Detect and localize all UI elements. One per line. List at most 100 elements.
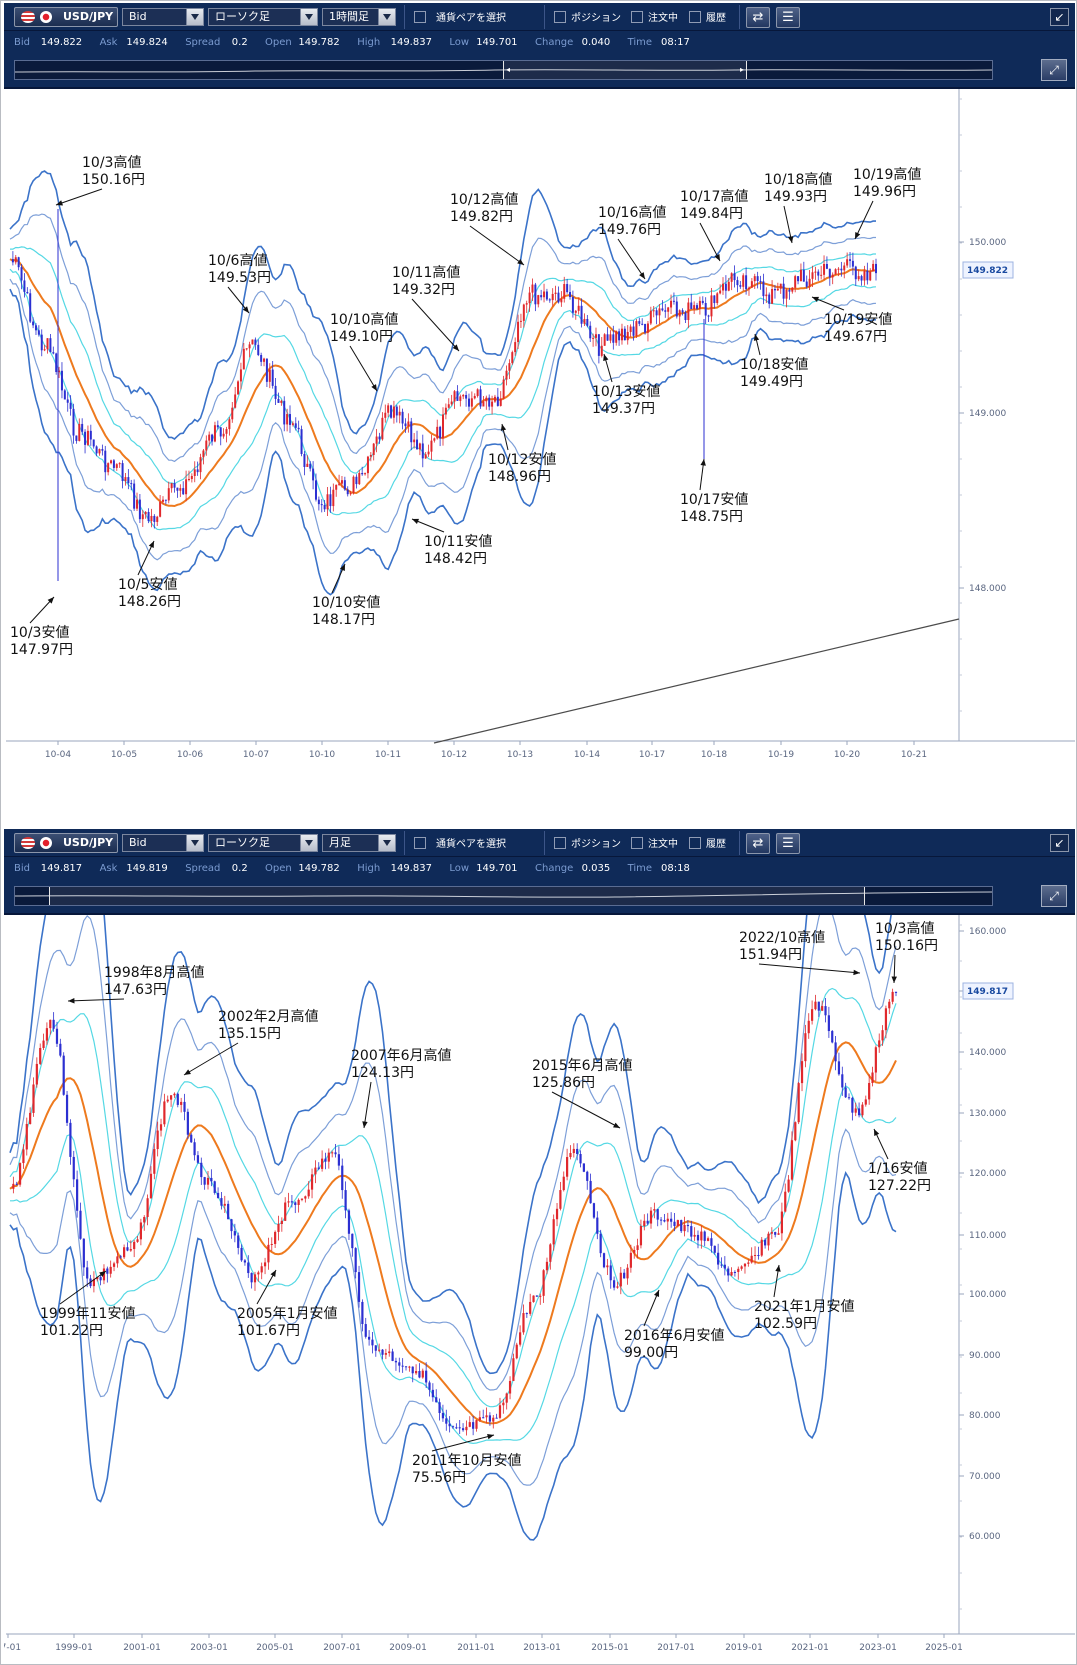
- chart-panel-monthly: USD/JPY Bid ローソク足 月足 通貨ペアを選択 ポジション 注文中 履…: [4, 829, 1075, 1664]
- candle-body: [700, 1231, 703, 1241]
- info-value-low: 149.701: [476, 37, 518, 48]
- chevron-down-icon: [300, 835, 317, 851]
- candle-body: [253, 1274, 257, 1283]
- candle-body: [811, 272, 814, 279]
- candle-body: [485, 397, 488, 402]
- candle-body: [615, 331, 618, 343]
- annotation-arrow-line: [617, 238, 646, 280]
- candle-body: [183, 1101, 186, 1112]
- candle-body: [280, 1220, 283, 1225]
- position-checkbox[interactable]: [554, 837, 566, 849]
- period-select[interactable]: 月足: [322, 834, 396, 852]
- range-slider[interactable]: ◂ ▸: [14, 60, 993, 80]
- chart-area[interactable]: 150.000 149.000 148.000 10-04 10-05 10-06 10-0…: [4, 89, 1075, 773]
- annotation-arrowhead: [362, 1121, 368, 1128]
- range-selection-handle[interactable]: ◂ ▸: [503, 61, 747, 79]
- candle-body: [92, 1279, 96, 1287]
- candle-body: [102, 1268, 106, 1281]
- history-checkbox[interactable]: [689, 837, 701, 849]
- candle-body: [280, 400, 283, 403]
- annotation-arrow-line: [699, 222, 721, 262]
- candle-body: [159, 1124, 163, 1131]
- chart-area[interactable]: 160.000150.000140.000130.000120.000110.0…: [4, 915, 1075, 1664]
- candle-body: [84, 431, 87, 445]
- candle-body: [335, 484, 338, 490]
- x-tick-label: 2015-01: [591, 1643, 629, 1653]
- zoom-toggle-button[interactable]: ⤢: [1041, 885, 1067, 907]
- annotation-value: 101.22円: [40, 1323, 103, 1339]
- candle-body: [491, 401, 494, 407]
- range-slider[interactable]: [14, 886, 993, 906]
- candle-body: [163, 1101, 166, 1125]
- select-pair-label: 通貨ペアを選択: [436, 13, 506, 24]
- candle-body: [545, 291, 548, 300]
- candle-body: [408, 1366, 411, 1368]
- annotation-value: 148.96円: [488, 469, 551, 485]
- candle-body: [180, 1101, 183, 1105]
- candle-body: [58, 370, 61, 373]
- zoom-toggle-button[interactable]: ⤢: [1041, 59, 1067, 81]
- candle-body: [713, 295, 716, 304]
- settings-list-button[interactable]: ☰: [776, 833, 800, 854]
- candle-body: [592, 337, 595, 339]
- candle-body: [222, 433, 225, 437]
- list-icon: ☰: [782, 10, 794, 25]
- range-mini-line: [15, 69, 992, 73]
- annotation-arrowhead: [452, 344, 459, 351]
- price-type-value: Bid: [129, 10, 147, 23]
- candle-body: [265, 358, 268, 382]
- annotation-value: 75.56円: [412, 1470, 466, 1486]
- select-pair-checkbox[interactable]: [414, 11, 426, 23]
- chart-type-select[interactable]: ローソク足: [208, 834, 318, 852]
- candle-body: [619, 1272, 622, 1287]
- period-select[interactable]: 1時間足: [322, 8, 396, 26]
- candle-body: [646, 1220, 649, 1224]
- candle-body: [144, 511, 147, 515]
- settings-list-button[interactable]: ☰: [776, 7, 800, 28]
- currency-pair-button[interactable]: USD/JPY: [14, 833, 118, 853]
- monthly-chart-svg[interactable]: 160.000150.000140.000130.000120.000110.0…: [4, 915, 1075, 1664]
- swap-chart-button[interactable]: ⇄: [746, 833, 770, 854]
- plot-group: 150.000 149.000 148.000 10-04 10-05 10-06 10-0…: [6, 89, 1075, 760]
- price-type-select[interactable]: Bid: [122, 8, 204, 26]
- candle-body: [190, 1134, 193, 1143]
- candle-body: [391, 1351, 394, 1361]
- candle-body: [263, 1262, 267, 1267]
- toolbar: USD/JPY Bid ローソク足 月足 通貨ペアを選択 ポジション 注文中 履…: [4, 829, 1075, 857]
- candle-body: [545, 1261, 549, 1271]
- candle-body: [300, 429, 303, 454]
- y-tick-label: 140.000: [969, 1048, 1006, 1058]
- candle-body: [52, 352, 55, 354]
- hourly-chart-svg[interactable]: 150.000 149.000 148.000 10-04 10-05 10-06 10-0…: [4, 89, 1075, 773]
- chart-type-select[interactable]: ローソク足: [208, 8, 318, 26]
- candle-body: [539, 1295, 542, 1297]
- candle-body: [745, 275, 748, 290]
- currency-pair-label: USD/JPY: [63, 10, 114, 23]
- candle-body: [782, 283, 785, 299]
- annotation-arrowhead: [517, 259, 524, 265]
- orders-checkbox[interactable]: [631, 11, 643, 23]
- range-selection-handle[interactable]: [49, 887, 865, 905]
- swap-chart-button[interactable]: ⇄: [746, 7, 770, 28]
- candle-body: [519, 1332, 522, 1345]
- candle-body: [104, 450, 107, 473]
- select-pair-checkbox[interactable]: [414, 837, 426, 849]
- currency-pair-button[interactable]: USD/JPY: [14, 7, 118, 27]
- candle-body: [528, 292, 531, 304]
- candle-body: [109, 1266, 112, 1274]
- minimize-button[interactable]: ↙: [1050, 834, 1069, 852]
- x-tick-label: 2025-01: [925, 1643, 963, 1653]
- minimize-button[interactable]: ↙: [1050, 8, 1069, 26]
- x-tick-label: 2007-01: [323, 1643, 361, 1653]
- candle-body: [618, 331, 621, 341]
- candle-body: [430, 440, 433, 452]
- orders-checkbox[interactable]: [631, 837, 643, 849]
- annotation-label: 10/12高値: [450, 191, 518, 208]
- candle-body: [398, 1362, 401, 1366]
- candle-body: [331, 1152, 334, 1154]
- history-checkbox[interactable]: [689, 11, 701, 23]
- position-checkbox[interactable]: [554, 11, 566, 23]
- candle-body: [511, 352, 514, 364]
- price-type-select[interactable]: Bid: [122, 834, 204, 852]
- candle-body: [653, 1209, 656, 1211]
